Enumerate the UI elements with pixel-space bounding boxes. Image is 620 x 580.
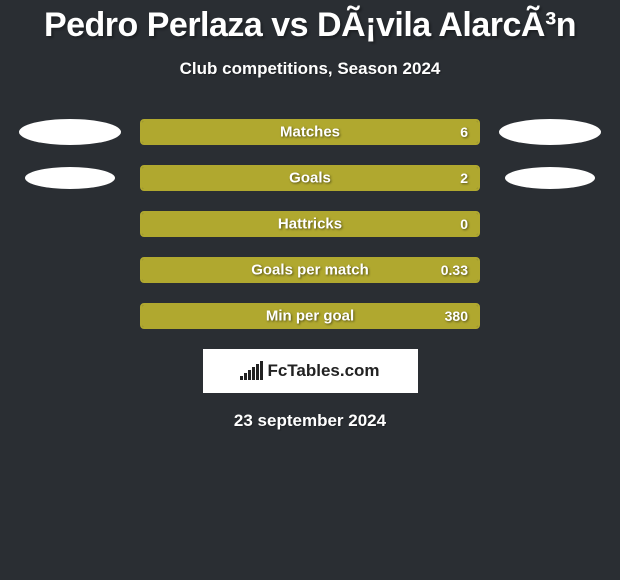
stat-row: Min per goal 380 bbox=[0, 303, 620, 329]
stat-value: 6 bbox=[460, 124, 468, 140]
stat-row: Matches 6 bbox=[0, 119, 620, 145]
stat-value: 0.33 bbox=[441, 262, 468, 278]
stat-row: Goals per match 0.33 bbox=[0, 257, 620, 283]
logo-bar-segment bbox=[256, 364, 259, 380]
date-text: 23 september 2024 bbox=[0, 411, 620, 431]
subtitle: Club competitions, Season 2024 bbox=[0, 59, 620, 79]
logo-bar-segment bbox=[260, 361, 263, 380]
player-left-oval bbox=[25, 167, 115, 189]
stat-label: Hattricks bbox=[278, 216, 342, 233]
logo-bar-segment bbox=[240, 376, 243, 380]
logo-text: FcTables.com bbox=[267, 361, 379, 381]
page-title: Pedro Perlaza vs DÃ¡vila AlarcÃ³n bbox=[0, 0, 620, 45]
stat-bar: Min per goal 380 bbox=[140, 303, 480, 329]
bar-track: Min per goal 380 bbox=[140, 303, 480, 329]
stat-row: Hattricks 0 bbox=[0, 211, 620, 237]
stats-container: Matches 6 Goals 2 Hattricks 0 Goals per match 0… bbox=[0, 119, 620, 329]
stat-bar: Hattricks 0 bbox=[140, 211, 480, 237]
bar-track: Goals 2 bbox=[140, 165, 480, 191]
stat-bar: Goals 2 bbox=[140, 165, 480, 191]
stat-label: Goals per match bbox=[251, 262, 369, 279]
stat-row: Goals 2 bbox=[0, 165, 620, 191]
left-slot bbox=[15, 167, 125, 189]
logo-bar-segment bbox=[244, 373, 247, 380]
stat-label: Min per goal bbox=[266, 308, 354, 325]
chart-icon bbox=[240, 362, 263, 380]
right-slot bbox=[495, 167, 605, 189]
stat-value: 2 bbox=[460, 170, 468, 186]
stat-label: Matches bbox=[280, 124, 340, 141]
logo-bar-segment bbox=[252, 367, 255, 380]
player-left-oval bbox=[19, 119, 121, 145]
stat-bar: Matches 6 bbox=[140, 119, 480, 145]
stat-label: Goals bbox=[289, 170, 331, 187]
left-slot bbox=[15, 119, 125, 145]
logo: FcTables.com bbox=[240, 361, 379, 381]
bar-track: Goals per match 0.33 bbox=[140, 257, 480, 283]
logo-box: FcTables.com bbox=[203, 349, 418, 393]
bar-track: Hattricks 0 bbox=[140, 211, 480, 237]
stat-bar: Goals per match 0.33 bbox=[140, 257, 480, 283]
stat-value: 380 bbox=[445, 308, 468, 324]
bar-track: Matches 6 bbox=[140, 119, 480, 145]
player-right-oval bbox=[505, 167, 595, 189]
right-slot bbox=[495, 119, 605, 145]
stat-value: 0 bbox=[460, 216, 468, 232]
logo-bar-segment bbox=[248, 370, 251, 380]
player-right-oval bbox=[499, 119, 601, 145]
